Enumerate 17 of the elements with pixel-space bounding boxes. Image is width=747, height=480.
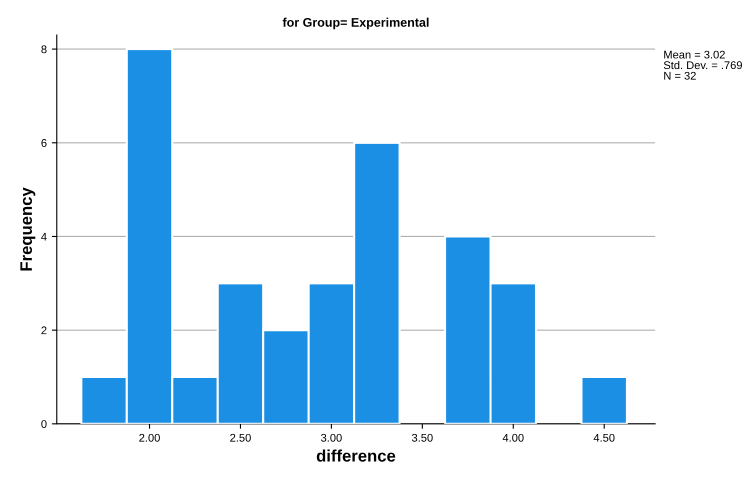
x-tick-label: 2.00 (139, 434, 160, 442)
text: Std. Dev. = .769 (664, 60, 742, 70)
y-axis-title: Frequency (20, 187, 36, 270)
x-tick-label: 3.50 (412, 434, 433, 442)
text: Mean = 3.02 (664, 50, 725, 59)
x-axis-title: difference (316, 449, 396, 462)
chart-title: for Group= Experimental (282, 18, 429, 30)
y-tick-label: 6 (41, 139, 47, 147)
x-tick-label: 3.00 (321, 434, 342, 442)
y-tick-label: 0 (41, 420, 47, 428)
x-tick-label: 4.00 (502, 434, 524, 442)
x-tick-label: 2.50 (230, 434, 251, 442)
text: N = 32 (664, 72, 696, 80)
y-tick-label: 8 (41, 45, 47, 54)
x-tick-label: 4.50 (594, 434, 615, 442)
y-tick-label: 2 (41, 326, 46, 334)
y-tick-label: 4 (41, 232, 47, 240)
